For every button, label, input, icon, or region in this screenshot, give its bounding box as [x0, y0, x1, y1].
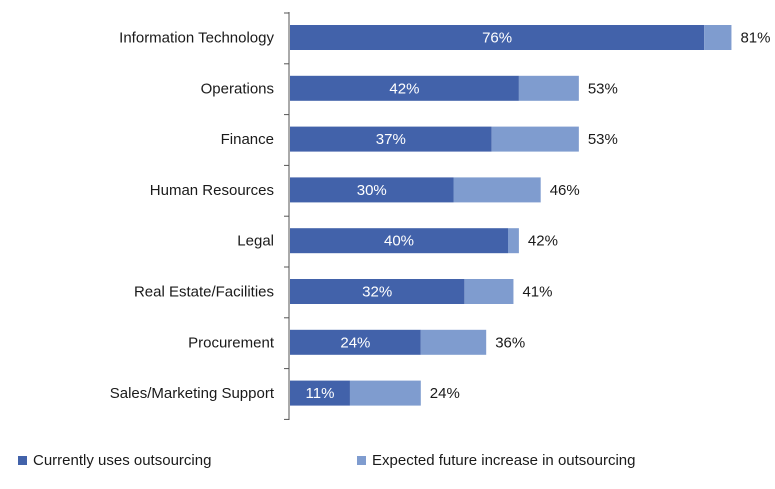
current-value-label: 40% [384, 233, 414, 250]
axis-ticks [284, 12, 289, 420]
current-value-label: 32% [362, 284, 392, 301]
legend-current-swatch [18, 456, 27, 465]
bar-current [290, 25, 705, 50]
current-value-label: 11% [306, 385, 335, 402]
bar-future [518, 75, 579, 101]
bar-current [290, 329, 421, 355]
current-value-label: 24% [340, 334, 370, 351]
bar-future [491, 126, 579, 152]
category-label: Human Resources [150, 182, 274, 199]
legend-current-label: Currently uses outsourcing [33, 452, 212, 469]
legend-current: Currently uses outsourcing [18, 452, 211, 469]
category-label: Legal [237, 233, 274, 250]
total-value-label: 81% [740, 30, 770, 47]
bar-current [290, 177, 454, 203]
bar-current [290, 75, 519, 101]
legend-future-swatch [357, 456, 366, 465]
total-value-label: 53% [588, 80, 618, 97]
total-value-label: 24% [430, 385, 460, 402]
current-value-label: 76% [482, 30, 512, 47]
bar-current [290, 279, 465, 304]
bar-future [420, 329, 487, 355]
bar-future [349, 380, 421, 406]
current-value-label: 37% [376, 131, 406, 148]
category-label: Sales/Marketing Support [110, 385, 275, 402]
bar-future [704, 25, 732, 50]
total-value-label: 36% [495, 334, 525, 351]
category-label: Operations [201, 80, 274, 97]
total-value-label: 46% [550, 182, 580, 199]
total-value-label: 53% [588, 131, 618, 148]
legend-future: Expected future increase in outsourcing [357, 452, 636, 469]
category-label: Procurement [188, 334, 275, 351]
bar-chart: Information Technology 76% 81% Operations 42… [110, 12, 771, 420]
labels: Information Technology 76% 81% Operations 42… [110, 30, 771, 403]
bar-current [290, 228, 508, 254]
current-value-label: 42% [389, 80, 419, 97]
legend-future-label: Expected future increase in outsourcing [372, 452, 636, 469]
bar-future [464, 279, 514, 304]
current-value-label: 30% [357, 182, 387, 199]
category-label: Real Estate/Facilities [134, 284, 274, 301]
bars [290, 25, 732, 406]
bar-future [453, 177, 541, 203]
bar-current [290, 126, 492, 152]
total-value-label: 42% [528, 233, 558, 250]
category-label: Information Technology [119, 30, 274, 47]
total-value-label: 41% [522, 284, 552, 301]
bar-current [290, 380, 350, 406]
bar-future [508, 228, 519, 254]
category-label: Finance [221, 131, 274, 148]
